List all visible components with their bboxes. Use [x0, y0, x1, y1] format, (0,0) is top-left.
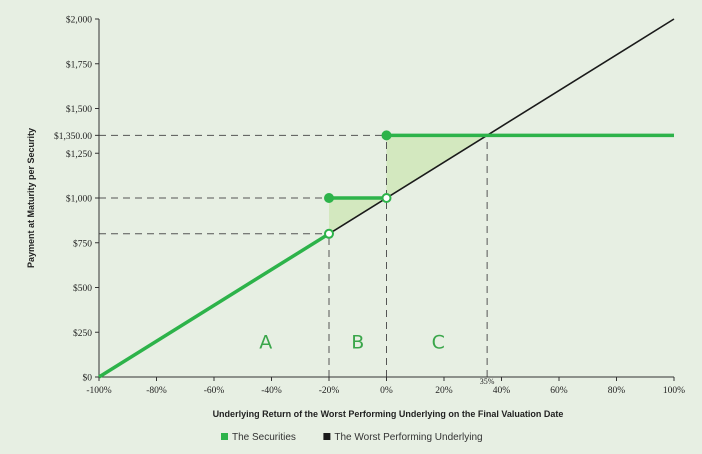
legend-label-1: The Worst Performing Underlying — [334, 432, 482, 443]
y-tick-label-2: $500 — [73, 283, 92, 294]
x-tick-label-7: 40% — [493, 386, 511, 396]
y-tick-label-8: $1,750 — [66, 59, 92, 70]
region-labels: A B C — [259, 331, 445, 353]
x-tick-label-1: -80% — [146, 386, 167, 396]
filled-marker-1 — [381, 130, 392, 141]
y-axis-title: Payment at Maturity per Security — [26, 128, 36, 268]
x-tick-label-0: -100% — [86, 386, 111, 396]
x-tick-label-2: -60% — [204, 386, 225, 396]
legend-swatch-1 — [323, 433, 331, 440]
y-tick-label-3: $750 — [73, 238, 92, 249]
x-tick-label-10: 100% — [663, 386, 685, 396]
legend-swatch-0 — [221, 433, 228, 440]
y-tick-label-4: $1,000 — [66, 194, 92, 205]
reference-lines — [99, 134, 488, 377]
y-tick-labels: $0 $250 $500 $750 $1,000 $1,250 $1,350.00 $1,50… — [54, 15, 92, 384]
y-tick-label-7: $1,500 — [66, 104, 92, 115]
markers — [324, 130, 392, 239]
x-tick-label-3: -40% — [261, 386, 282, 396]
y-tick-label-1: $250 — [73, 328, 92, 339]
x-tick-labels: -100% -80% -60% -40% -20% 0% 20% 40% 60% 80% 100% — [86, 386, 685, 396]
x-tick-label-9: 80% — [608, 386, 626, 396]
legend-label-0: The Securities — [232, 432, 296, 443]
filled-marker-0 — [324, 193, 334, 203]
y-tick-label-5: $1,250 — [66, 149, 92, 160]
axes — [95, 18, 675, 381]
region-label-c: C — [432, 331, 445, 353]
x-tick-label-8: 60% — [550, 386, 568, 396]
x-tick-label-5: 0% — [380, 386, 393, 396]
y-tick-label-6: $1,350.00 — [54, 131, 92, 142]
y-tick-label-9: $2,000 — [66, 15, 92, 26]
x-axis-title: Underlying Return of the Worst Performin… — [213, 409, 564, 419]
x-tick-label-4: -20% — [319, 386, 340, 396]
annotations: 35% — [480, 377, 495, 386]
x-tick-label-6: 20% — [435, 386, 453, 396]
region-label-a: A — [259, 331, 272, 353]
open-marker-0 — [324, 228, 334, 239]
annotation-0: 35% — [480, 377, 495, 386]
series-0-segment-0 — [98, 232, 330, 379]
y-tick-label-0: $0 — [83, 373, 93, 384]
legend: The Securities The Worst Performing Under… — [221, 432, 483, 443]
region-label-b: B — [351, 331, 364, 353]
open-marker-1 — [381, 193, 392, 203]
